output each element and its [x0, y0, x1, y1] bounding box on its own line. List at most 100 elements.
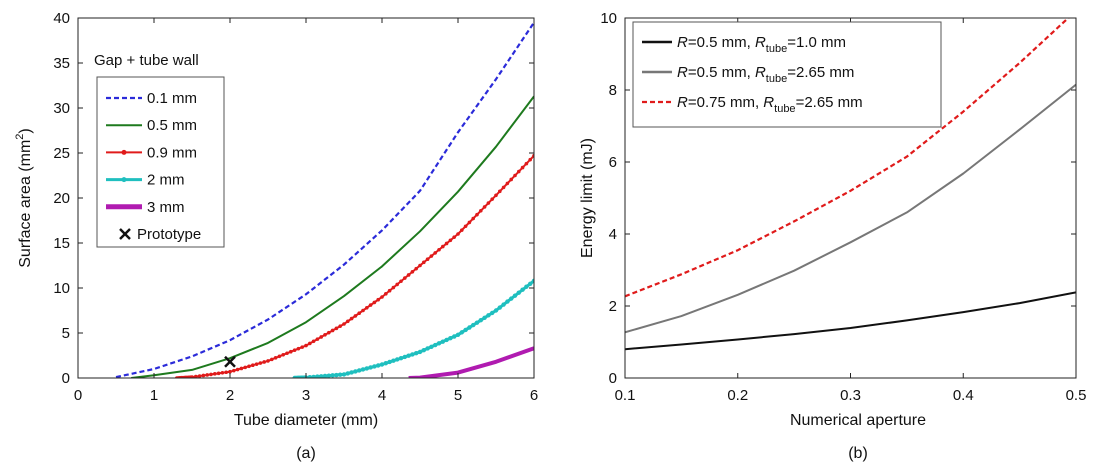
series-a-2-marker [528, 157, 532, 162]
series-a-2-marker [387, 288, 392, 293]
panel-b-ticks: 0.1 0.2 0.3 0.4 0.5 0 2 4 6 8 10 [600, 10, 1086, 404]
series-a-3-marker [474, 320, 480, 325]
series-a-2-marker [251, 363, 255, 368]
series-a-3-marker [341, 372, 347, 377]
series-a-1-line [131, 95, 534, 378]
series-a-3-marker [421, 347, 426, 353]
series-a-2-marker [273, 356, 278, 360]
legend-label: R=0.5 mm, Rtube=1.0 mm [677, 34, 846, 55]
panel-b-caption: (b) [848, 445, 868, 462]
series-a-2-marker [513, 173, 517, 178]
y-tick-label: 8 [609, 82, 617, 99]
x-tick-label: 5 [454, 387, 462, 404]
series-a-2-marker [357, 311, 362, 316]
series-a-3-marker [319, 374, 324, 378]
series-a-3-marker [501, 302, 506, 307]
y-tick-label: 10 [600, 10, 617, 27]
legend-label: 0.1 mm [147, 90, 197, 107]
series-a-2-marker [486, 201, 491, 205]
series-b-0-line [625, 291, 1076, 351]
legend-label: 3 mm [147, 199, 185, 216]
panel-b-legend-entry: R=0.75 mm, Rtube=2.65 mm [642, 94, 863, 115]
legend-label: R=0.5 mm, Rtube=2.65 mm [677, 64, 854, 85]
series-a-2-marker [376, 297, 381, 302]
prototype-marker [224, 355, 236, 368]
x-tick-label: 0.3 [840, 387, 861, 404]
series-a-3-marker [376, 363, 381, 368]
legend-label: 0.9 mm [147, 144, 197, 161]
series-a-2-marker [479, 208, 483, 213]
series-a-2-marker [494, 193, 498, 198]
series-a-3-marker [459, 330, 464, 335]
series-a-2-marker [266, 359, 270, 363]
legend-label: 2 mm [147, 172, 185, 189]
series-a-4-line [408, 346, 534, 378]
series-a-2-line [176, 155, 534, 378]
series-a-3-marker [417, 349, 423, 355]
series-a-3-marker [444, 337, 449, 343]
series-a-2-marker [254, 362, 259, 366]
series-a-2-marker [197, 374, 202, 378]
y-tick-label: 30 [53, 100, 70, 117]
y-tick-label: 40 [53, 10, 70, 27]
series-a-2-marker [300, 345, 305, 349]
y-tick-label: 15 [53, 235, 70, 252]
series-a-3-marker [315, 374, 320, 378]
series-a-2-marker [342, 322, 346, 326]
series-a-0-line [115, 21, 534, 378]
x-tick-label: 0.4 [953, 387, 974, 404]
series-a-3-marker [478, 318, 483, 323]
series-a-3-marker [322, 373, 328, 378]
series-a-3-marker [391, 358, 396, 363]
y-tick-label: 25 [53, 145, 70, 162]
series-a-2-marker [194, 374, 198, 378]
series-a-3-line [294, 279, 534, 378]
panel-a-legend-box [96, 76, 225, 248]
series-a-3-marker [395, 357, 400, 362]
series-a-3-marker [486, 313, 491, 318]
series-a-3-marker [338, 372, 343, 377]
series-a-3-marker [531, 278, 534, 283]
series-a-3-marker [425, 346, 430, 351]
panel-b-x-axis-title: Numerical aperture [790, 412, 926, 429]
series-a-2-marker [410, 270, 415, 274]
y-tick-label: 4 [609, 226, 617, 243]
series-a-2-marker [213, 372, 217, 376]
series-a-2-marker [437, 247, 441, 252]
series-a-3-marker [471, 322, 476, 328]
series-a-3-marker [398, 356, 404, 361]
series-a-2-marker [433, 251, 438, 255]
series-a-2-marker [418, 263, 422, 268]
panel-a-ticks: 0 1 2 3 4 5 6 0 5 10 15 20 25 30 35 40 [53, 10, 538, 404]
series-a-2-marker [247, 364, 251, 369]
panel-b-legend-entry: R=0.5 mm, Rtube=1.0 mm [642, 34, 846, 55]
y-tick-label: 20 [53, 190, 70, 207]
panel-a-y-axis-title-main: Surface area (mm [17, 140, 34, 268]
panel-a-surface-area-chart: 0 1 2 3 4 5 6 0 5 10 15 20 25 30 35 40 Tube diameter (m… [14, 10, 538, 462]
series-a-3-marker [505, 299, 510, 304]
panel-b-y-axis-title: Energy limit (mJ) [579, 138, 596, 258]
series-a-2-marker [349, 316, 354, 321]
series-a-2-marker [353, 314, 358, 318]
series-a-3-marker [516, 290, 521, 295]
series-a-2-marker [323, 333, 327, 337]
x-tick-label: 6 [530, 387, 538, 404]
series-a-2-marker [209, 372, 213, 377]
series-a-3-marker [433, 342, 438, 348]
panel-a-legend-entry: 0.9 mm [106, 144, 197, 161]
series-a-2-marker [490, 197, 495, 201]
x-tick-label: 0 [74, 387, 82, 404]
series-a-3-marker [452, 334, 457, 339]
series-a-2-marker [520, 165, 525, 170]
legend-label: Prototype [137, 226, 201, 243]
series-a-2-marker [243, 365, 247, 370]
y-tick-label: 5 [62, 325, 70, 342]
series-a-2-marker [315, 337, 320, 341]
series-a-3-marker [402, 354, 407, 360]
y-tick-label: 2 [609, 298, 617, 315]
series-a-3-marker [524, 284, 529, 289]
legend-marker [121, 177, 127, 183]
x-tick-label: 0.2 [727, 387, 748, 404]
series-a-3-marker [493, 308, 499, 313]
